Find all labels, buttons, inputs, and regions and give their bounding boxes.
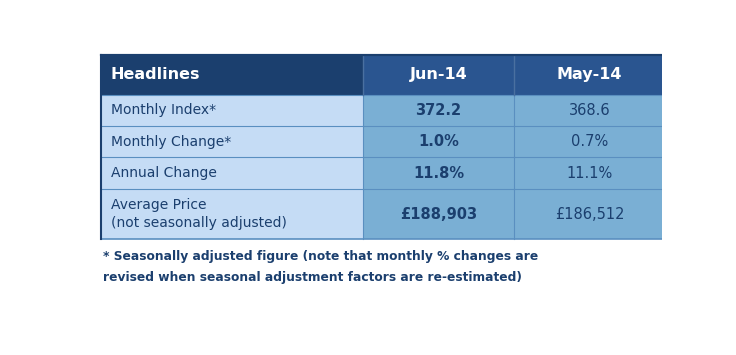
Text: 368.6: 368.6 — [569, 103, 610, 118]
Text: 11.1%: 11.1% — [567, 166, 613, 181]
Bar — [514, 126, 665, 157]
Bar — [514, 157, 665, 189]
Bar — [363, 157, 514, 189]
Text: 1.0%: 1.0% — [418, 134, 459, 149]
Bar — [101, 94, 363, 126]
Text: * Seasonally adjusted figure (note that monthly % changes are: * Seasonally adjusted figure (note that … — [103, 250, 539, 263]
Text: Monthly Change*: Monthly Change* — [111, 135, 231, 149]
Text: £188,903: £188,903 — [400, 207, 477, 222]
Text: 0.7%: 0.7% — [571, 134, 608, 149]
Text: May-14: May-14 — [557, 67, 623, 82]
Text: £186,512: £186,512 — [555, 207, 624, 222]
Bar — [514, 94, 665, 126]
Text: 11.8%: 11.8% — [413, 166, 464, 181]
Bar — [101, 55, 363, 94]
Text: 372.2: 372.2 — [415, 103, 461, 118]
Bar — [363, 189, 514, 239]
Bar — [363, 55, 514, 94]
Bar — [514, 55, 665, 94]
Bar — [101, 189, 363, 239]
Text: Average Price
(not seasonally adjusted): Average Price (not seasonally adjusted) — [111, 198, 287, 230]
Bar — [101, 157, 363, 189]
Bar — [101, 126, 363, 157]
Text: Jun-14: Jun-14 — [410, 67, 467, 82]
Bar — [363, 94, 514, 126]
Bar — [363, 126, 514, 157]
Text: Monthly Index*: Monthly Index* — [111, 103, 216, 117]
Bar — [514, 189, 665, 239]
Text: Annual Change: Annual Change — [111, 166, 216, 180]
Text: Headlines: Headlines — [111, 67, 200, 82]
Text: revised when seasonal adjustment factors are re-estimated): revised when seasonal adjustment factors… — [103, 271, 523, 284]
